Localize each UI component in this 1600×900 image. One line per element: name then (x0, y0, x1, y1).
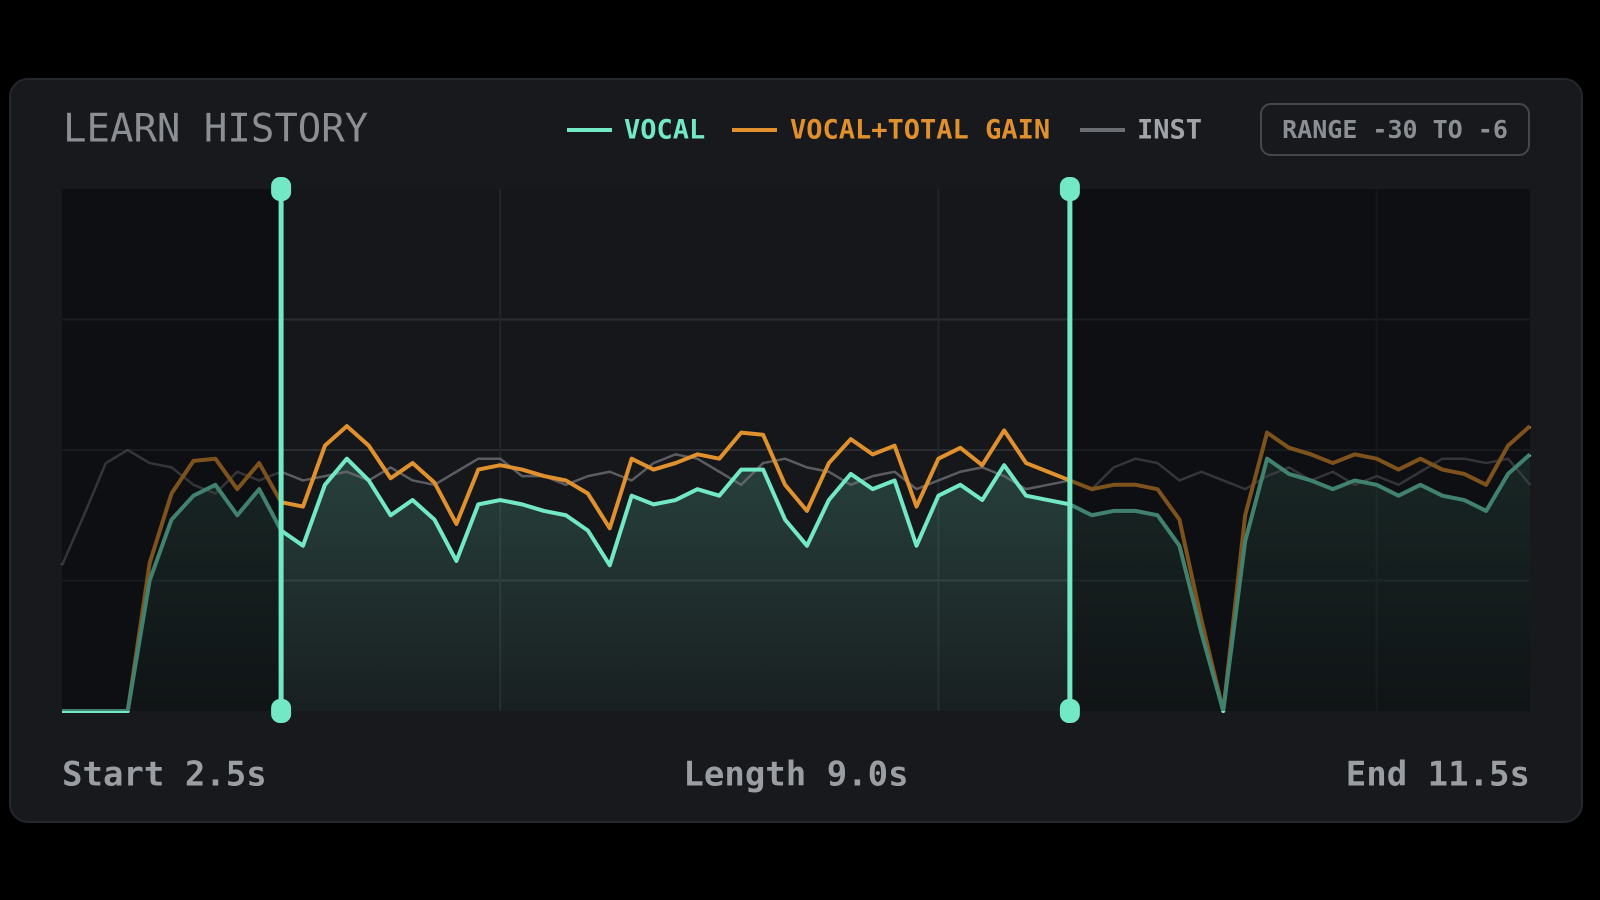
start-label: Start 2.5s (62, 755, 267, 795)
legend-label: VOCAL (624, 115, 705, 146)
vocal-area (62, 454, 1530, 711)
series-line (62, 424, 1532, 713)
end-label: End 11.5s (1346, 755, 1530, 795)
handle-knob[interactable] (1059, 699, 1080, 723)
legend-label: VOCAL+TOTAL GAIN (790, 115, 1050, 146)
series-line (60, 448, 1531, 566)
unselected-shade (62, 189, 282, 711)
chart-title: LEARN HISTORY (63, 107, 368, 152)
unselected-shade (1069, 189, 1530, 711)
handle-knob[interactable] (271, 177, 292, 201)
range-badge[interactable] (1260, 103, 1530, 156)
handle-knob[interactable] (1059, 177, 1080, 201)
range-label[interactable]: RANGE -30 TO -6 (1282, 115, 1508, 144)
legend-label: INST (1137, 115, 1202, 146)
series-line (62, 452, 1532, 713)
length-label: Length 9.0s (683, 755, 908, 795)
handle-knob[interactable] (271, 699, 292, 723)
